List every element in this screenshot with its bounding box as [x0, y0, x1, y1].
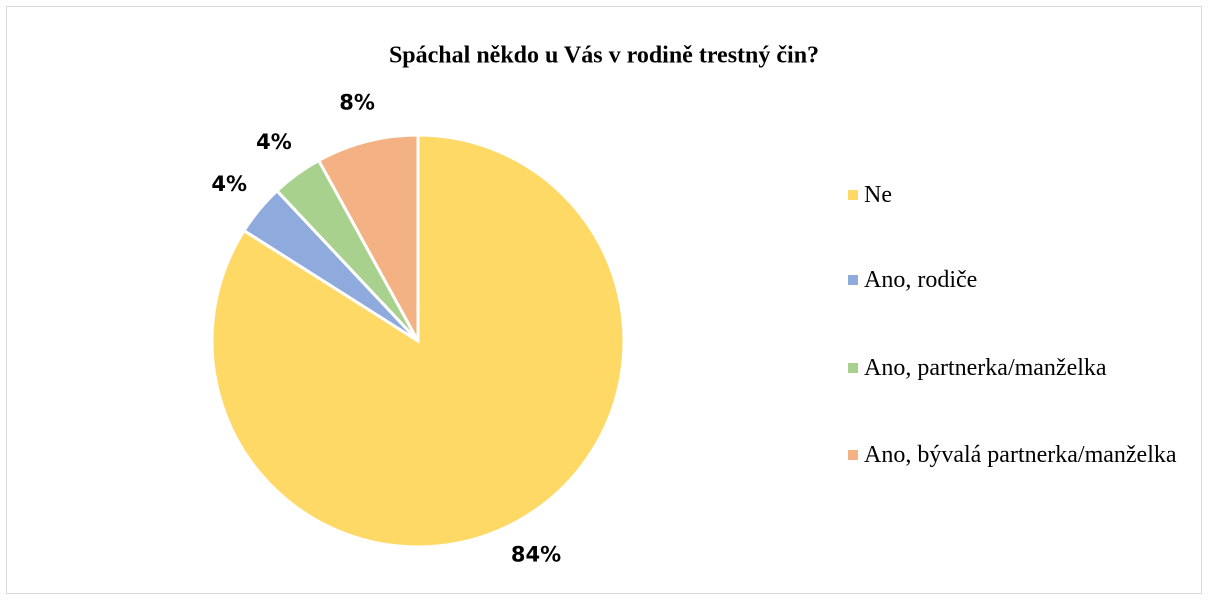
legend-swatch [848, 275, 858, 285]
pie-slice [316, 133, 420, 342]
legend-item: Ano, partnerka/manželka [864, 355, 1107, 381]
data-label: 84% [511, 543, 561, 567]
legend-label: Ano, bývalá partnerka/manželka [864, 442, 1177, 468]
data-label: 4% [211, 172, 247, 196]
legend-swatch [848, 363, 858, 373]
legend-item: Ne [864, 182, 892, 208]
legend-swatch [848, 450, 858, 460]
legend-label: Ano, rodiče [864, 267, 978, 293]
legend-label: Ano, partnerka/manželka [864, 355, 1107, 381]
data-label: 4% [256, 130, 292, 154]
data-label: 8% [339, 91, 375, 115]
legend-label: Ne [864, 182, 892, 208]
legend-swatch [848, 190, 858, 200]
legend-item: Ano, rodiče [864, 267, 978, 293]
chart-title: Spáchal někdo u Vás v rodině trestný čin… [389, 43, 819, 69]
legend-item: Ano, bývalá partnerka/manželka [864, 442, 1177, 468]
